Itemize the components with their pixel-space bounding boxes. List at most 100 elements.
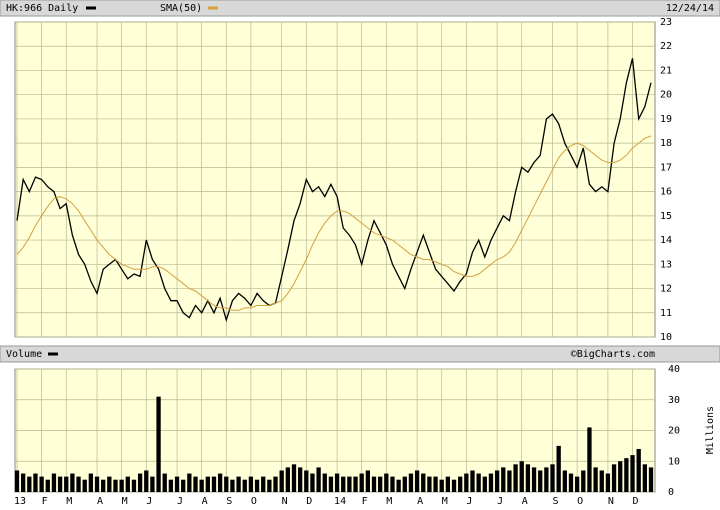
x-tick-label: A [202, 496, 208, 507]
volume-bar [507, 470, 512, 492]
volume-bar [168, 479, 174, 492]
x-tick-label: D [633, 496, 639, 507]
volume-bar [605, 473, 611, 492]
volume-bar [488, 473, 494, 492]
volume-title: Volume [6, 349, 42, 360]
volume-bar [581, 470, 586, 492]
x-tick-label: S [226, 496, 232, 507]
plot-area [14, 21, 656, 338]
y-tick-label: 10 [668, 456, 680, 467]
volume-bar [88, 473, 94, 492]
x-tick-label: M [442, 496, 448, 507]
volume-bar [334, 473, 340, 492]
volume-bar [70, 473, 75, 492]
volume-bar [193, 476, 198, 492]
x-tick-label: F [42, 496, 48, 507]
volume-bar [82, 479, 87, 492]
volume-bar [94, 476, 100, 492]
volume-bar [254, 479, 260, 492]
volume-bar [131, 479, 137, 492]
volume-bar [445, 476, 451, 492]
x-tick-label: O [251, 496, 257, 507]
volume-bar [451, 479, 457, 492]
volume-bar [181, 479, 186, 492]
volume-bar [501, 467, 506, 492]
volume-bar [476, 473, 481, 492]
volume-bar [353, 476, 358, 492]
volume-bar [482, 476, 487, 492]
volume-bar [636, 448, 641, 492]
volume-bar [433, 476, 438, 492]
volume-bar [297, 467, 303, 492]
legend-label: SMA(50) [160, 3, 202, 14]
volume-bar [384, 473, 389, 492]
volume-bar [57, 476, 63, 492]
volume-bar [156, 396, 161, 492]
volume-bar [267, 479, 272, 492]
volume-bar [341, 476, 346, 492]
volume-header-bar [0, 345, 720, 363]
volume-bar [113, 479, 118, 492]
volume-bar [525, 464, 531, 492]
y-tick-label: 12 [660, 284, 672, 295]
volume-bar [248, 476, 254, 492]
x-tick-label: F [362, 496, 368, 507]
volume-bar [556, 445, 561, 492]
volume-bar [618, 461, 623, 492]
volume-bar [458, 476, 463, 492]
volume-bar [144, 470, 149, 492]
volume-bar [402, 476, 407, 492]
volume-bar [538, 470, 543, 492]
volume-bar [378, 476, 383, 492]
volume-bar [464, 473, 469, 492]
y-tick-label: 17 [660, 162, 672, 173]
volume-bar [205, 476, 210, 492]
volume-bar [611, 464, 617, 492]
y-tick-label: 15 [660, 211, 672, 222]
x-tick-label: N [608, 496, 614, 507]
volume-bar [574, 476, 580, 492]
x-tick-label: J [466, 496, 472, 507]
volume-bar [494, 470, 500, 492]
volume-bar [14, 470, 20, 492]
volume-bar [648, 467, 654, 492]
y-tick-label: 21 [660, 65, 672, 76]
volume-bar [76, 476, 81, 492]
volume-bar [421, 473, 426, 492]
volume-bar [414, 470, 420, 492]
volume-bar [562, 470, 567, 492]
x-tick-label: 13 [14, 496, 26, 507]
volume-bar [273, 476, 278, 492]
y-tick-label: 14 [660, 235, 672, 246]
volume-bar [39, 476, 44, 492]
x-tick-label: A [522, 496, 528, 507]
volume-bar [199, 479, 204, 492]
volume-bar [137, 473, 143, 492]
volume-bar [27, 476, 32, 492]
x-tick-label: J [146, 496, 152, 507]
volume-bar [291, 464, 297, 492]
volume-bar [568, 473, 574, 492]
volume-bar [162, 473, 167, 492]
volume-bar [224, 476, 229, 492]
volume-bar [279, 470, 284, 492]
volume-bar [261, 476, 266, 492]
volume-bar [304, 470, 309, 492]
volume-bar [513, 464, 518, 492]
volume-bar [328, 476, 334, 492]
volume-bar [101, 479, 106, 492]
volume-bar [550, 464, 555, 492]
volume-bar [439, 479, 444, 492]
y-tick-label: 13 [660, 259, 672, 270]
volume-bar [285, 467, 290, 492]
volume-bar [187, 473, 192, 492]
volume-bar [230, 479, 235, 492]
x-tick-label: D [306, 496, 312, 507]
y-tick-label: 22 [660, 41, 672, 52]
volume-bar [390, 476, 395, 492]
volume-bar [217, 473, 223, 492]
volume-bar [359, 473, 364, 492]
volume-bar [125, 476, 130, 492]
volume-bar [150, 476, 155, 492]
